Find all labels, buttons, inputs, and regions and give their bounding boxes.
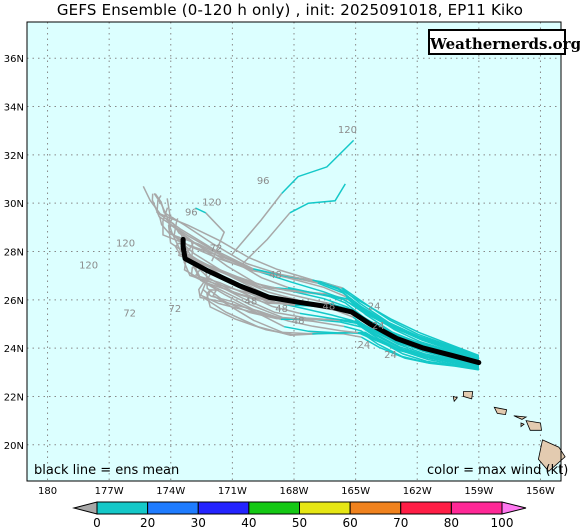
forecast-hour-label: 120	[116, 239, 135, 250]
island-outline	[463, 391, 474, 400]
lat-tick-label: 26N	[4, 296, 24, 307]
forecast-hour-label: 96	[185, 207, 198, 218]
colorbar-high-arrow	[501, 501, 527, 515]
island-outline	[537, 439, 566, 472]
colorbar-label: 0	[93, 516, 101, 530]
forecast-hour-label: 48	[292, 316, 305, 327]
colorbar-segment	[96, 501, 149, 515]
member-track-weak	[151, 193, 286, 277]
colorbar-segment	[147, 501, 199, 515]
outlier-track-weak	[242, 212, 291, 265]
ensemble-mean-line	[180, 236, 482, 366]
forecast-hour-label: 48	[275, 304, 288, 315]
outlier-track-strong	[289, 183, 346, 214]
island-outline	[513, 415, 528, 420]
colorbar-low-arrow	[72, 501, 98, 515]
colorbar-label: 80	[444, 516, 459, 530]
member-track-weak	[156, 195, 254, 270]
color-scale-note: color = max wind (kt)	[427, 463, 569, 478]
lat-tick-label: 32N	[4, 151, 24, 162]
colorbar-segment	[349, 501, 402, 515]
hawaii-islands	[452, 391, 566, 472]
lon-tick-label: 159W	[464, 486, 493, 497]
lon-tick-label: 156W	[526, 486, 555, 497]
lon-tick-label: 162W	[403, 486, 432, 497]
island-outline	[493, 406, 508, 416]
island-outline	[452, 395, 458, 403]
mean-line-note: black line = ens mean	[34, 463, 180, 478]
lon-tick-label: 168W	[280, 486, 309, 497]
map-gridlines	[27, 22, 561, 481]
forecast-hour-label: 48	[269, 270, 282, 281]
colorbar-label: 30	[191, 516, 206, 530]
forecast-hour-label: 120	[338, 125, 357, 136]
member-track-weak	[189, 259, 301, 315]
forecast-hour-label: 72	[210, 244, 223, 255]
lat-tick-label: 30N	[4, 199, 24, 210]
lat-tick-label: 28N	[4, 248, 24, 259]
forecast-hour-label: 24	[357, 340, 370, 351]
site-watermark: Weathernerds.org	[428, 29, 580, 55]
member-track-weak	[190, 241, 335, 309]
member-track-weak	[199, 271, 345, 328]
forecast-hour-label: 120	[202, 198, 221, 209]
island-outline	[520, 422, 525, 428]
forecast-hour-label: 24	[384, 350, 397, 361]
lat-tick-label: 34N	[4, 103, 24, 114]
map-title: GEFS Ensemble (0-120 h only) , init: 202…	[56, 1, 524, 19]
map-frame	[26, 21, 562, 482]
lon-tick-label: 165W	[341, 486, 370, 497]
colorbar-label: 20	[140, 516, 155, 530]
colorbar-label: 70	[393, 516, 408, 530]
forecast-hour-label: 48	[323, 301, 336, 312]
colorbar-segment	[400, 501, 452, 515]
member-track-strong	[341, 287, 480, 357]
lat-tick-label: 36N	[4, 54, 24, 65]
forecast-hour-label: 72	[169, 304, 182, 315]
forecast-hour-label: 72	[123, 309, 136, 320]
colorbar-segment	[450, 501, 503, 515]
colorbar-label: 100	[491, 516, 514, 530]
outlier-track-strong	[195, 207, 207, 214]
lon-tick-label: 177W	[95, 486, 124, 497]
lon-tick-label: 180	[38, 486, 57, 497]
member-track-weak	[158, 215, 289, 289]
member-track-weak	[154, 193, 343, 289]
lon-tick-label: 174W	[156, 486, 185, 497]
member-track-weak	[212, 290, 313, 335]
member-track-weak	[166, 198, 347, 298]
forecast-hour-label: 120	[79, 260, 98, 271]
lat-tick-label: 20N	[4, 441, 24, 452]
forecast-hour-label: 24	[368, 301, 381, 312]
map-plot-area	[26, 21, 562, 482]
member-track-weak	[142, 185, 313, 281]
forecast-hour-label: 24	[372, 321, 385, 332]
colorbar-label: 40	[241, 516, 256, 530]
lat-tick-label: 24N	[4, 344, 24, 355]
latitude-tick-labels: 36N 34N 32N 30N 28N 26N 24N 22N 20N	[4, 54, 24, 452]
ensemble-mean-track	[180, 236, 482, 366]
lon-tick-label: 171W	[218, 486, 247, 497]
outlier-track-weak	[231, 193, 283, 255]
outlier-track-weak	[205, 212, 226, 262]
wind-colorbar: 0 20 30 40 50 60 70 80 100	[72, 501, 527, 530]
outlier-track-strong	[281, 139, 355, 195]
longitude-tick-labels: 180 177W 174W 171W 168W 165W 162W 159W 156W	[38, 486, 555, 497]
lat-tick-label: 22N	[4, 392, 24, 403]
colorbar-label: 60	[342, 516, 357, 530]
colorbar-segment	[197, 501, 250, 515]
colorbar-segment	[299, 501, 351, 515]
forecast-hour-label: 48	[245, 297, 258, 308]
colorbar-segment	[248, 501, 300, 515]
colorbar-label: 50	[292, 516, 307, 530]
island-outline	[525, 420, 542, 431]
member-track-strong	[312, 279, 480, 357]
forecast-hour-label: 96	[257, 176, 270, 187]
